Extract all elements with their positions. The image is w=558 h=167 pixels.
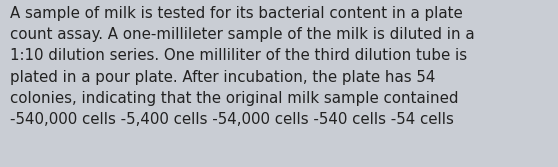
Text: A sample of milk is tested for its bacterial content in a plate
count assay. A o: A sample of milk is tested for its bacte… — [10, 6, 475, 127]
